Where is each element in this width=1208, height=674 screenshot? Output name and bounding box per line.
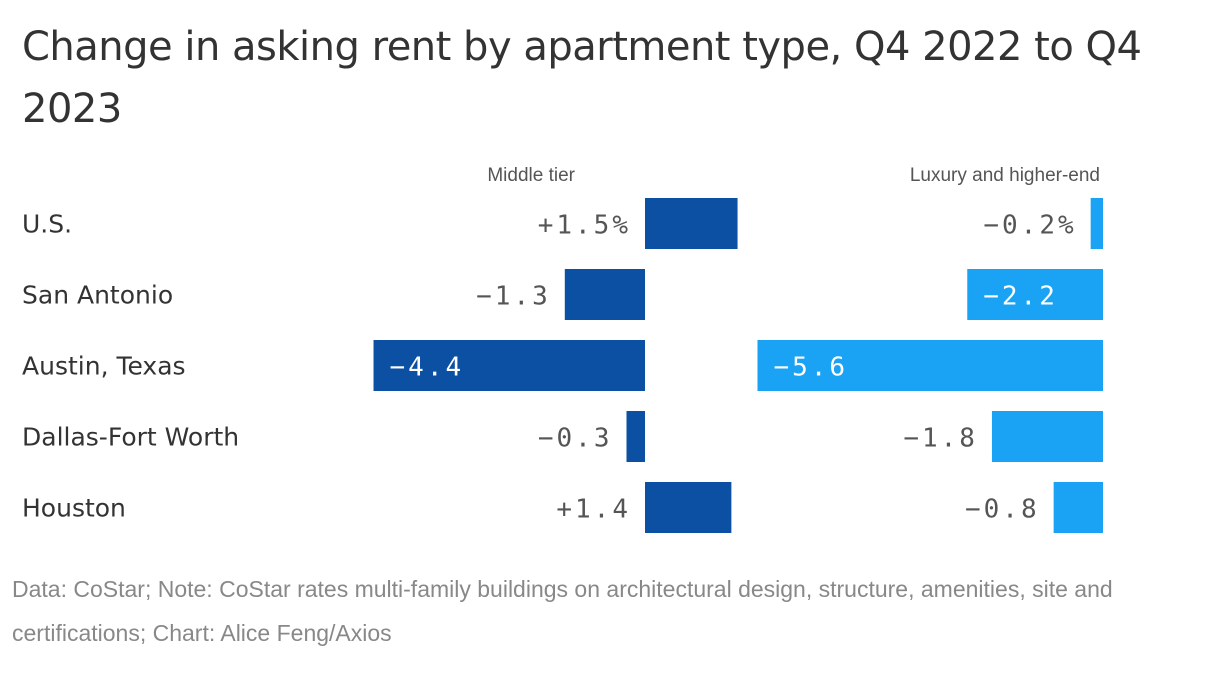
bar-chart: Middle tier Luxury and higher-end U.S. San … (22, 165, 1103, 533)
chart-footer: Data: CoStar; Note: CoStar rates multi-f… (12, 576, 1113, 646)
bar-1-4 (1053, 482, 1103, 533)
bar-0-0 (645, 198, 738, 249)
bar-1-1 (967, 269, 1103, 320)
value-label-1-3: −1.8 (903, 424, 978, 454)
bar-1-3 (991, 411, 1103, 462)
bar-0-3 (626, 411, 645, 462)
bar-1-0 (1090, 198, 1103, 249)
series-header-0: Middle tier (487, 165, 575, 186)
value-label-1-0: −0.2% (983, 211, 1076, 241)
category-label-3: Dallas-Fort Worth (22, 423, 239, 452)
chart-title: Change in asking rent by apartment type,… (22, 24, 1142, 132)
value-label-0-2: −4.4 (390, 353, 465, 383)
category-label-4: Houston (22, 494, 126, 523)
value-label-0-3: −0.3 (538, 424, 613, 454)
value-label-1-2: −5.6 (773, 353, 848, 383)
bar-1-2 (757, 340, 1103, 391)
value-label-0-1: −1.3 (476, 282, 551, 312)
category-label-1: San Antonio (22, 281, 173, 310)
value-label-0-0: +1.5% (538, 211, 631, 241)
bar-0-1 (564, 269, 645, 320)
value-label-1-1: −2.2 (983, 282, 1058, 312)
series-header-1: Luxury and higher-end (910, 165, 1100, 186)
bar-0-4 (645, 482, 732, 533)
category-label-2: Austin, Texas (22, 352, 186, 381)
category-label-0: U.S. (22, 210, 72, 239)
bar-0-2 (373, 340, 645, 391)
value-label-0-4: +1.4 (556, 495, 631, 525)
value-label-1-4: −0.8 (965, 495, 1040, 525)
